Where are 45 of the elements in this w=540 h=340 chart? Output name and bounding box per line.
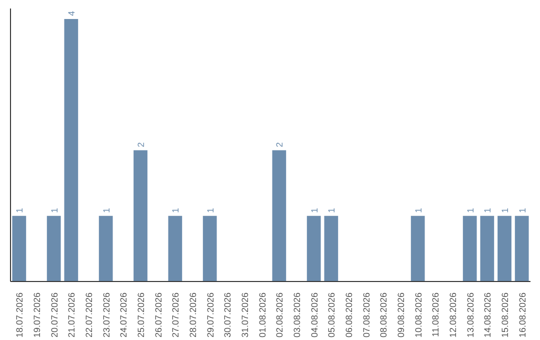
data-label: 1 (500, 208, 510, 213)
x-tick-label: 31.07.2026 (240, 292, 250, 338)
x-tick-label: 01.08.2026 (257, 292, 268, 338)
data-label: 1 (517, 208, 528, 213)
data-label: 1 (49, 208, 60, 213)
x-tick-label: 27.07.2026 (170, 292, 181, 338)
x-tick-label: 15.08.2026 (500, 292, 510, 338)
x-tick-label: 16.08.2026 (517, 292, 528, 338)
data-label: 2 (136, 142, 146, 148)
x-tick-label: 10.08.2026 (413, 292, 424, 338)
data-label: 1 (482, 208, 493, 213)
x-tick-label: 29.07.2026 (205, 292, 216, 338)
x-tick-label: 18.07.2026 (14, 292, 25, 338)
data-label: 1 (170, 208, 181, 213)
x-tick-label: 05.08.2026 (326, 292, 337, 338)
x-tick-label: 23.07.2026 (101, 292, 112, 338)
data-label: 1 (413, 208, 424, 213)
x-tick-label: 22.07.2026 (84, 292, 94, 338)
x-tick-label: 30.07.2026 (222, 292, 233, 338)
x-tick-label: 19.07.2026 (32, 292, 42, 338)
data-label: 1 (465, 208, 476, 213)
data-label: 1 (326, 208, 337, 213)
data-label: 1 (14, 208, 25, 213)
data-label: 1 (309, 208, 320, 213)
x-tick-label: 28.07.2026 (188, 292, 198, 338)
x-tick-label: 12.08.2026 (448, 292, 458, 338)
data-label: 4 (66, 10, 77, 16)
x-tick-label: 02.08.2026 (274, 292, 285, 338)
data-label: 1 (205, 208, 216, 213)
x-tick-label: 26.07.2026 (153, 292, 164, 338)
x-tick-label: 14.08.2026 (482, 292, 493, 338)
x-tick-label: 04.08.2026 (309, 292, 320, 338)
x-tick-label: 09.08.2026 (396, 292, 406, 338)
x-tick-label: 20.07.2026 (49, 292, 60, 338)
x-tick-label: 13.08.2026 (465, 292, 476, 338)
x-tick-label: 07.08.2026 (361, 292, 372, 338)
x-tick-label: 08.08.2026 (378, 292, 389, 338)
x-tick-label: 25.07.2026 (136, 292, 146, 338)
x-tick-label: 03.08.2026 (292, 292, 302, 338)
x-tick-label: 24.07.2026 (118, 292, 129, 338)
x-tick-label: 06.08.2026 (344, 292, 354, 338)
data-label: 2 (274, 142, 285, 148)
x-tick-label: 21.07.2026 (66, 292, 77, 338)
data-label: 1 (101, 208, 112, 213)
x-tick-label: 11.08.2026 (430, 292, 441, 337)
